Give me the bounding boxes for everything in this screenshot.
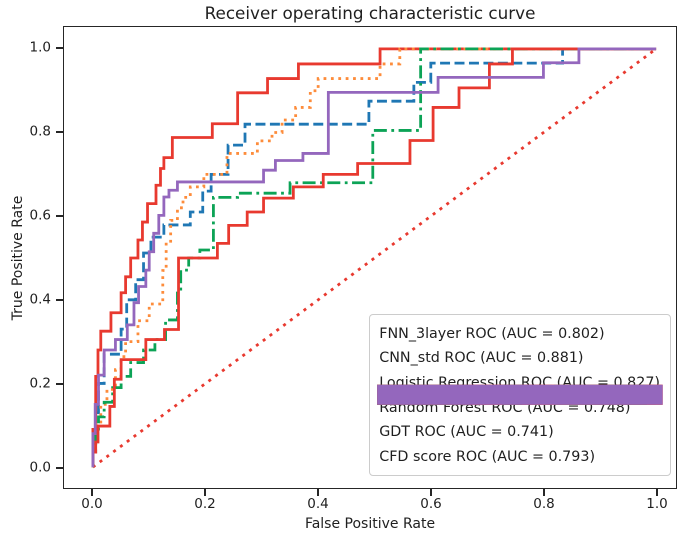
legend: FNN_3layer ROC (AUC = 0.802) CNN_std ROC … <box>369 314 671 476</box>
y-tick-mark <box>56 299 63 301</box>
x-tick-label: 0.0 <box>81 496 103 512</box>
y-tick-label: 0.8 <box>29 123 51 140</box>
x-tick-mark <box>317 489 319 496</box>
y-tick-mark <box>56 215 63 217</box>
roc-curve-cfd-score <box>91 47 657 468</box>
chart-title: Receiver operating characteristic curve <box>204 3 536 23</box>
x-tick-label: 0.6 <box>420 496 442 512</box>
y-tick-mark <box>56 383 63 385</box>
legend-label: CNN_std ROC (AUC = 0.881) <box>379 350 584 367</box>
x-tick-mark <box>656 489 658 496</box>
x-tick-mark <box>430 489 432 496</box>
legend-label: GDT ROC (AUC = 0.741) <box>379 424 554 441</box>
x-tick-mark <box>543 489 545 496</box>
roc-curve-gdt <box>91 47 657 468</box>
roc-curves-canvas <box>91 47 657 469</box>
x-tick-label: 0.2 <box>194 496 216 512</box>
y-tick-mark <box>56 131 63 133</box>
y-tick-mark <box>56 47 63 49</box>
x-tick-mark <box>91 489 93 496</box>
y-axis-label: True Positive Rate <box>10 195 26 321</box>
x-tick-label: 1.0 <box>646 496 668 512</box>
y-tick-label: 0.2 <box>29 375 51 392</box>
legend-label: CFD score ROC (AUC = 0.793) <box>379 448 596 465</box>
x-tick-label: 0.8 <box>533 496 555 512</box>
y-tick-mark <box>56 467 63 469</box>
roc-curve-cnn_std <box>91 47 657 468</box>
y-tick-label: 0.0 <box>29 459 51 476</box>
x-tick-label: 0.4 <box>307 496 329 512</box>
roc-curve-random-forest <box>91 47 657 468</box>
y-tick-label: 1.0 <box>29 39 51 56</box>
legend-line-sample <box>377 385 663 406</box>
x-axis-label: False Positive Rate <box>304 516 436 532</box>
y-tick-label: 0.6 <box>29 207 51 224</box>
roc-curve-chance-diagonal <box>92 47 657 469</box>
legend-label: FNN_3layer ROC (AUC = 0.802) <box>379 325 605 342</box>
x-tick-mark <box>204 489 206 496</box>
y-tick-label: 0.4 <box>29 291 51 308</box>
legend-item-cfd-score: CFD score ROC (AUC = 0.793) <box>377 385 663 469</box>
plot-area: FNN_3layer ROC (AUC = 0.802) CNN_std ROC … <box>63 26 677 489</box>
